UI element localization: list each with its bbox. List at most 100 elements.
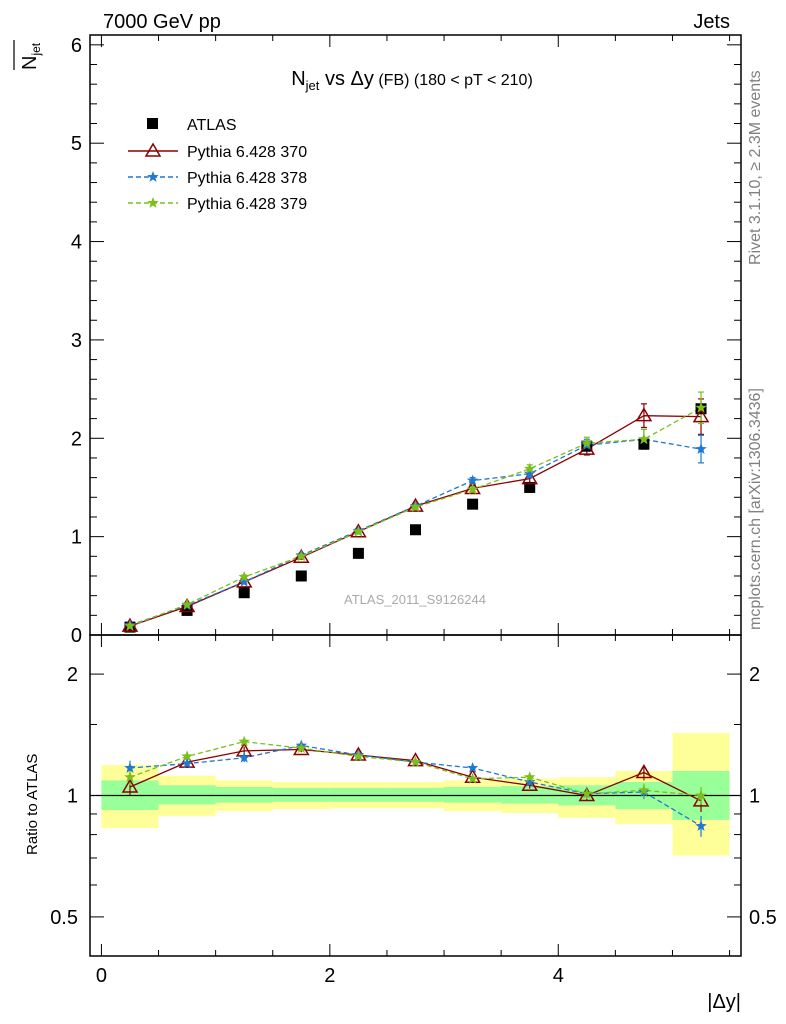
band-inner-bin [386, 787, 445, 802]
band-inner-bin [444, 786, 502, 803]
point-pythia-379 [524, 462, 536, 474]
ratio-point-pythia-370 [121, 778, 139, 793]
ratio-point-pythia-378 [466, 762, 479, 773]
plot-title: Njet vs Δy (FB) (180 < pT < 210) [291, 68, 533, 93]
ratio-tick-label-right: 1 [749, 786, 760, 808]
ratio-point-pythia-379 [181, 750, 193, 762]
legend: ATLAS Pythia 6.428 370 Pythia 6.428 378 … [128, 117, 307, 213]
upper-panel-marks [121, 391, 710, 633]
watermark-analysis-id: ATLAS_2011_S9126244 [344, 592, 486, 607]
point-pythia-379 [181, 598, 193, 610]
point-pythia-379 [581, 437, 593, 449]
title-vs: vs [319, 68, 350, 90]
point-pythia-379 [409, 501, 422, 512]
y-tick-label: 2 [71, 428, 82, 450]
y-tick-label: 3 [71, 330, 82, 352]
ylabel-n-sub: jet [29, 42, 43, 56]
ratio-point-pythia-379 [238, 735, 250, 747]
y-tick-label: 1 [71, 527, 82, 549]
legend-379-label: Pythia 6.428 379 [187, 196, 307, 213]
band-inner-bin [329, 787, 387, 802]
point-pythia-370 [464, 479, 481, 495]
ratio-point-pythia-370 [578, 787, 596, 802]
ratio-point-pythia-379 [695, 789, 707, 801]
ratio-point-pythia-370 [178, 753, 196, 768]
title-n: N [291, 68, 305, 90]
y-tick-label: 4 [71, 232, 82, 254]
x-axis-label: |Δy| [707, 991, 741, 1013]
ratio-point-pythia-370 [464, 768, 481, 783]
point-pythia-379 [638, 433, 650, 445]
ratio-point-pythia-370 [292, 741, 310, 756]
band-inner-bin [272, 787, 330, 802]
point-pythia-379 [124, 620, 136, 631]
ratio-point-pythia-379 [352, 750, 365, 762]
x-tick-label: 4 [553, 965, 564, 987]
point-pythia-378 [695, 443, 707, 454]
legend-379-marker [147, 197, 159, 208]
y-tick-label: 5 [71, 133, 82, 155]
ratio-point-pythia-379 [466, 772, 479, 784]
point-pythia-370 [635, 407, 653, 422]
point-pythia-370 [692, 408, 710, 423]
ratio-tick-label-right: 2 [749, 664, 760, 686]
ratio-point-pythia-379 [124, 771, 136, 783]
legend-atlas-marker [147, 118, 158, 129]
title-sub: jet [305, 78, 320, 93]
ratio-point-pythia-370 [635, 764, 653, 779]
point-pythia-379 [695, 401, 707, 413]
point-atlas [295, 570, 307, 582]
ratio-point-pythia-378 [181, 757, 193, 769]
point-atlas [638, 438, 650, 450]
point-atlas [238, 587, 250, 599]
ratio-tick-label-left: 1 [67, 786, 78, 808]
legend-378-marker [147, 171, 159, 182]
point-pythia-379 [295, 550, 307, 562]
ratio-point-pythia-379 [581, 787, 593, 799]
lower-ylabel: Ratio to ATLAS [24, 754, 41, 855]
point-pythia-379 [466, 483, 479, 495]
ratio-point-pythia-378 [524, 776, 536, 787]
point-atlas [181, 604, 193, 616]
point-pythia-379 [352, 525, 365, 537]
point-atlas [410, 524, 421, 536]
ylabel-n-main: N [19, 56, 41, 70]
point-atlas [467, 498, 479, 510]
lower-panel-marks [121, 735, 710, 837]
x-tick-label: 0 [96, 965, 107, 987]
point-pythia-378 [524, 467, 536, 479]
ratio-point-pythia-378 [695, 820, 707, 831]
header-left: 7000 GeV pp [103, 11, 221, 33]
title-dy: Δy [351, 68, 374, 90]
y-tick-label: 6 [71, 35, 82, 57]
title-cut: (180 < pT < 210) [409, 72, 532, 89]
x-tick-label: 2 [324, 965, 335, 987]
ratio-point-pythia-379 [524, 771, 536, 783]
point-pythia-370 [178, 597, 196, 613]
ylabel-n: Njet [19, 42, 43, 70]
ratio-point-pythia-379 [409, 756, 422, 767]
mcplots-label: mcplots.cern.ch [arXiv:1306.3436] [747, 388, 764, 630]
legend-atlas-label: ATLAS [187, 117, 237, 134]
point-pythia-378 [466, 474, 479, 486]
point-pythia-378 [238, 575, 250, 587]
ratio-point-pythia-379 [638, 784, 650, 796]
ratio-tick-label-left: 0.5 [50, 907, 78, 929]
point-pythia-370 [292, 548, 310, 564]
point-atlas [352, 547, 364, 559]
ratio-point-pythia-378 [124, 762, 136, 773]
rivet-label: Rivet 3.1.10, ≥ 2.3M events [747, 70, 764, 265]
legend-370-marker [144, 142, 162, 157]
upper-ylabel: Njet [13, 40, 43, 70]
ratio-point-pythia-370 [521, 776, 539, 792]
legend-378-label: Pythia 6.428 378 [187, 170, 307, 187]
point-pythia-370 [521, 470, 539, 485]
axis-tick-labels: 0 2 4 0 1 2 3 4 5 6 0.5 0.5 1 1 2 2 [50, 35, 777, 987]
axis-ticks [90, 35, 741, 956]
band-inner-bin [501, 786, 559, 804]
line-pythia-378 [129, 438, 702, 626]
ratio-tick-label-left: 2 [67, 664, 78, 686]
band-inner-bin [158, 785, 216, 805]
point-pythia-379 [238, 570, 250, 582]
header-right: Jets [693, 11, 730, 33]
